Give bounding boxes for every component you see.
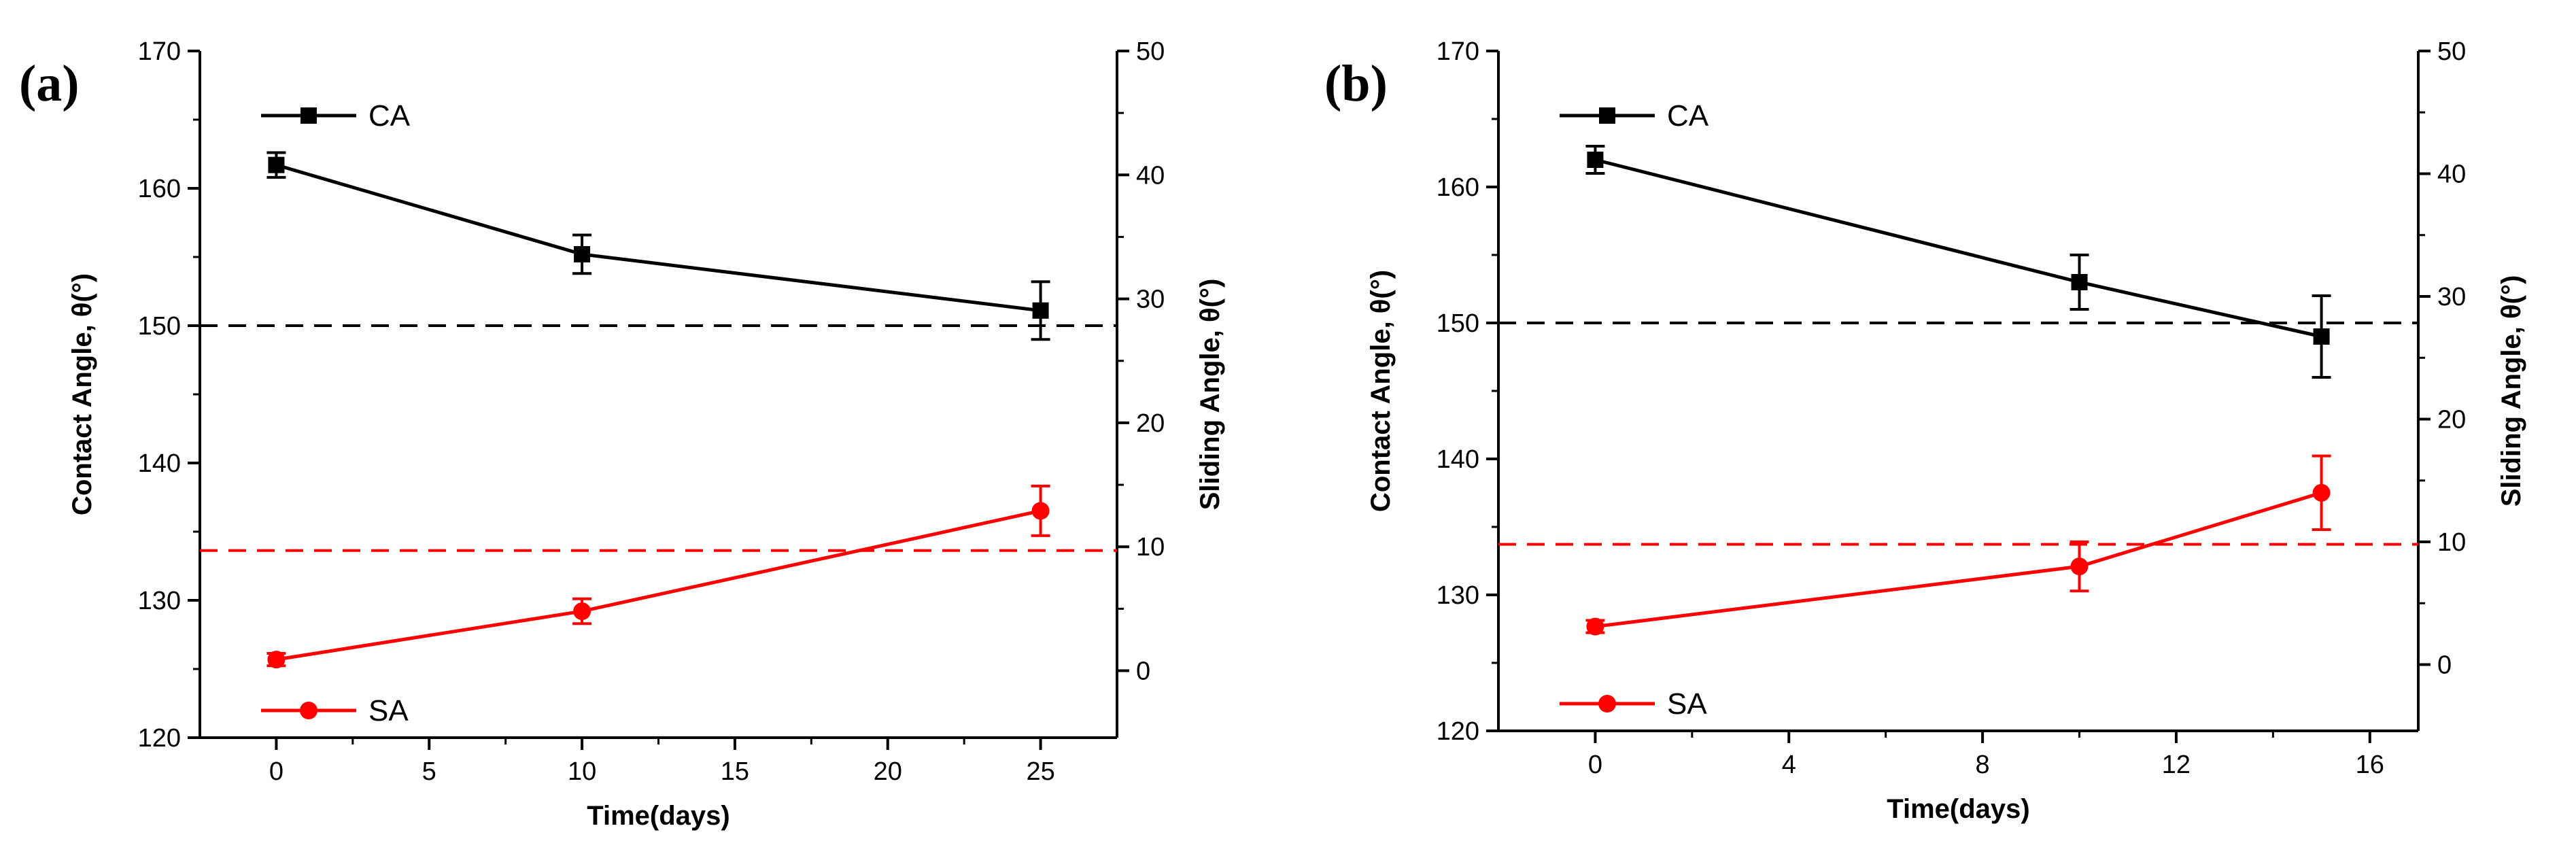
x-tick-label-a: 15 — [721, 757, 749, 786]
data-point-ca-a — [574, 245, 591, 262]
y-right-tick-label-b: 40 — [2437, 160, 2466, 189]
x-tick-label-b: 8 — [1976, 751, 1990, 779]
legend-label-sa-b: SA — [1667, 687, 1707, 721]
legend-label-sa-a: SA — [368, 694, 409, 727]
data-point-sa-b — [1586, 617, 1604, 636]
y-right-tick-label-a: 50 — [1136, 37, 1165, 66]
y-axis-title-right-b: Sliding Angle, θ(°) — [2496, 275, 2526, 507]
x-tick-label-a: 5 — [422, 757, 436, 786]
y-right-tick-label-b: 30 — [2437, 283, 2466, 311]
x-tick-label-a: 10 — [568, 757, 596, 786]
y-right-tick-label-b: 0 — [2437, 651, 2452, 680]
legend-label-ca-b: CA — [1667, 99, 1709, 133]
x-tick-label-a: 20 — [874, 757, 902, 786]
data-point-ca-b — [2313, 328, 2330, 345]
data-point-ca-b — [1587, 152, 1604, 168]
y-left-tick-label-b: 170 — [1437, 37, 1479, 66]
series-line-ca-b — [1594, 158, 2322, 339]
x-tick-label-b: 0 — [1588, 751, 1602, 779]
y-left-tick-label-b: 130 — [1437, 581, 1479, 610]
y-left-tick-label-b: 140 — [1437, 445, 1479, 474]
panel-label-b: (b) — [1324, 55, 1388, 112]
x-tick-label-b: 4 — [1782, 751, 1796, 779]
chart-panel-a: (a) 0 5 10 15 20 25 120 130 140 150 160 170 0 10 20 30 40… — [19, 37, 1225, 831]
legend-marker-ca-a — [300, 107, 317, 124]
y-right-tick-label-a: 10 — [1136, 533, 1165, 562]
data-point-ca-a — [1032, 302, 1049, 319]
y-axis-title-left-a: Contact Angle, θ(°) — [67, 273, 97, 515]
series-line-sa-a — [276, 509, 1042, 662]
legend-marker-sa-b — [1598, 695, 1616, 713]
x-tick-label-b: 12 — [2162, 751, 2191, 779]
y-left-tick-label-b: 160 — [1437, 173, 1479, 202]
y-left-tick-label-b: 150 — [1437, 309, 1479, 338]
legend-label-ca-a: CA — [368, 99, 411, 133]
data-point-sa-a — [573, 602, 591, 621]
y-left-tick-label-a: 160 — [138, 175, 181, 203]
y-left-tick-label-a: 120 — [138, 724, 181, 753]
data-point-ca-b — [2071, 274, 2088, 290]
data-point-ca-a — [268, 156, 285, 173]
y-right-tick-label-b: 10 — [2437, 528, 2466, 557]
y-axis-title-left-b: Contact Angle, θ(°) — [1366, 270, 1396, 512]
data-point-sa-a — [1031, 502, 1050, 520]
x-tick-label-b: 16 — [2356, 751, 2384, 779]
y-right-tick-label-a: 40 — [1136, 161, 1165, 190]
y-left-tick-label-a: 170 — [138, 37, 181, 66]
y-right-tick-label-a: 30 — [1136, 286, 1165, 314]
y-right-tick-label-a: 0 — [1136, 657, 1150, 686]
y-left-tick-label-a: 130 — [138, 587, 181, 615]
y-left-tick-label-a: 150 — [138, 312, 181, 341]
panel-label-a: (a) — [19, 55, 80, 112]
legend-marker-ca-b — [1599, 107, 1615, 124]
chart-panel-b: (b) 0 4 8 12 16 120 130 140 150 160 170 0 10 20 30 40 50 T… — [1324, 37, 2526, 824]
data-point-sa-b — [2312, 483, 2331, 502]
x-axis-title-a: Time(days) — [587, 801, 729, 831]
y-right-tick-label-b: 50 — [2437, 37, 2466, 66]
y-left-tick-label-a: 140 — [138, 449, 181, 478]
y-axis-title-right-a: Sliding Angle, θ(°) — [1195, 279, 1225, 511]
x-tick-label-a: 25 — [1026, 757, 1054, 786]
data-point-sa-b — [2070, 557, 2089, 576]
y-left-tick-label-b: 120 — [1437, 717, 1479, 746]
x-axis-title-b: Time(days) — [1887, 794, 2029, 824]
y-right-tick-label-b: 20 — [2437, 406, 2466, 434]
series-line-ca-a — [275, 163, 1041, 313]
y-right-tick-label-a: 20 — [1136, 409, 1165, 438]
legend-marker-sa-a — [300, 702, 317, 719]
x-tick-label-a: 0 — [269, 757, 284, 786]
series-line-sa-b — [1595, 491, 2322, 629]
data-point-sa-a — [267, 651, 286, 669]
